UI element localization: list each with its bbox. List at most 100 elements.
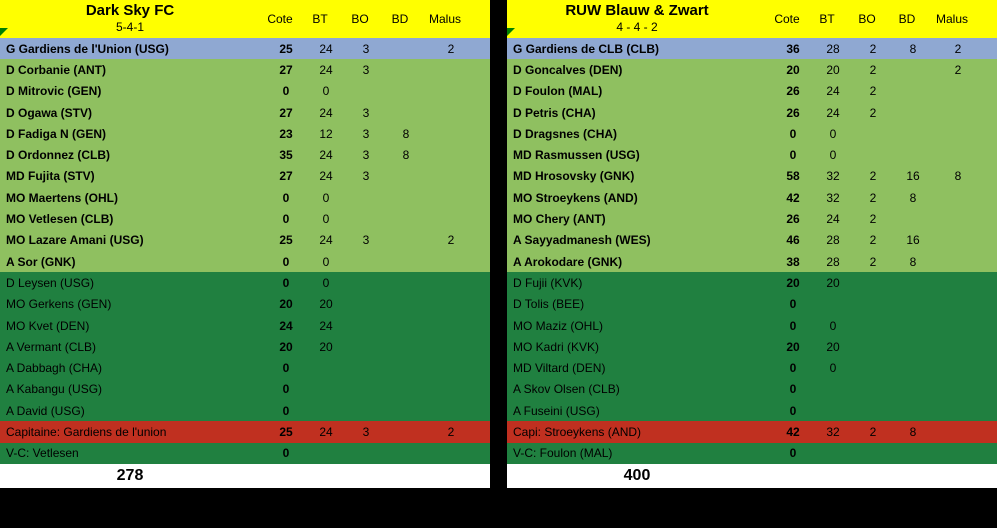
bd-cell: 8 — [893, 255, 933, 269]
bt-cell: 0 — [813, 148, 853, 162]
bt-cell: 24 — [306, 169, 346, 183]
player-label: D Ogawa (STV) — [0, 106, 266, 120]
bo-cell: 2 — [853, 42, 893, 56]
malus-cell: 2 — [426, 233, 476, 247]
cote-cell: 0 — [773, 404, 813, 418]
col-bo: BO — [847, 12, 887, 26]
cote-cell: 46 — [773, 233, 813, 247]
bo-cell: 2 — [853, 63, 893, 77]
cote-cell: 25 — [266, 425, 306, 439]
cote-cell: 20 — [266, 297, 306, 311]
bo-cell: 2 — [853, 255, 893, 269]
player-label: V-C: Vetlesen — [0, 446, 266, 460]
bt-cell: 20 — [813, 340, 853, 354]
cote-cell: 58 — [773, 169, 813, 183]
bt-cell: 0 — [813, 127, 853, 141]
player-row: G Gardiens de l'Union (USG) 25 24 3 2 — [0, 38, 490, 59]
bd-cell: 8 — [893, 42, 933, 56]
bo-cell: 3 — [346, 169, 386, 183]
bt-cell: 0 — [306, 212, 346, 226]
cote-cell: 0 — [773, 297, 813, 311]
bo-cell: 2 — [853, 106, 893, 120]
player-label: MD Viltard (DEN) — [507, 361, 773, 375]
player-row: D Leysen (USG) 0 0 — [0, 272, 490, 293]
cote-cell: 36 — [773, 42, 813, 56]
player-row: A Kabangu (USG) 0 — [0, 379, 490, 400]
cote-cell: 26 — [773, 106, 813, 120]
malus-cell: 8 — [933, 169, 983, 183]
team-left: Dark Sky FC 5-4-1 CoteBTBOBDMalus G Gard… — [0, 0, 490, 528]
bt-cell: 32 — [813, 169, 853, 183]
bt-cell: 24 — [306, 63, 346, 77]
bo-cell: 2 — [853, 169, 893, 183]
col-bd: BD — [887, 12, 927, 26]
player-label: A Vermant (CLB) — [0, 340, 266, 354]
cote-cell: 20 — [773, 276, 813, 290]
player-label: G Gardiens de l'Union (USG) — [0, 42, 266, 56]
col-bd: BD — [380, 12, 420, 26]
bt-cell: 24 — [306, 106, 346, 120]
cote-cell: 0 — [266, 361, 306, 375]
player-label: MD Hrosovsky (GNK) — [507, 169, 773, 183]
player-row: A Dabbagh (CHA) 0 — [0, 357, 490, 378]
col-bt: BT — [300, 12, 340, 26]
player-label: A David (USG) — [0, 404, 266, 418]
cote-cell: 38 — [773, 255, 813, 269]
bt-cell: 24 — [306, 233, 346, 247]
player-label: A Skov Olsen (CLB) — [507, 382, 773, 396]
cote-cell: 27 — [266, 169, 306, 183]
player-row: D Tolis (BEE) 0 — [507, 294, 997, 315]
team-header: Dark Sky FC 5-4-1 CoteBTBOBDMalus — [0, 0, 490, 38]
player-label: MD Fujita (STV) — [0, 169, 266, 183]
bo-cell: 3 — [346, 148, 386, 162]
cote-cell: 0 — [773, 148, 813, 162]
cote-cell: 26 — [773, 84, 813, 98]
cote-cell: 20 — [773, 340, 813, 354]
player-label: D Fujii (KVK) — [507, 276, 773, 290]
player-row: MO Kvet (DEN) 24 24 — [0, 315, 490, 336]
player-row: V-C: Foulon (MAL) 0 — [507, 443, 997, 464]
cote-cell: 27 — [266, 106, 306, 120]
player-row: MO Chery (ANT) 26 24 2 — [507, 208, 997, 229]
bt-cell: 32 — [813, 425, 853, 439]
total-value: 400 — [507, 467, 767, 485]
player-row: MO Kadri (KVK) 20 20 — [507, 336, 997, 357]
bd-cell: 8 — [386, 148, 426, 162]
cote-cell: 26 — [773, 212, 813, 226]
player-row: A Skov Olsen (CLB) 0 — [507, 379, 997, 400]
player-label: D Foulon (MAL) — [507, 84, 773, 98]
bd-cell: 16 — [893, 233, 933, 247]
player-row: MD Viltard (DEN) 0 0 — [507, 357, 997, 378]
player-label: V-C: Foulon (MAL) — [507, 446, 773, 460]
bt-cell: 24 — [306, 319, 346, 333]
cote-cell: 42 — [773, 425, 813, 439]
bt-cell: 0 — [813, 361, 853, 375]
bt-cell: 0 — [306, 84, 346, 98]
player-label: A Kabangu (USG) — [0, 382, 266, 396]
player-row: A Fuseini (USG) 0 — [507, 400, 997, 421]
cote-cell: 0 — [266, 404, 306, 418]
bd-cell: 8 — [893, 425, 933, 439]
cote-cell: 0 — [266, 84, 306, 98]
cote-cell: 0 — [266, 382, 306, 396]
player-row: Capitaine: Gardiens de l'union 25 24 3 2 — [0, 421, 490, 442]
player-row: D Fadiga N (GEN) 23 12 3 8 — [0, 123, 490, 144]
bo-cell: 2 — [853, 212, 893, 226]
cote-cell: 0 — [266, 276, 306, 290]
player-label: D Corbanie (ANT) — [0, 63, 266, 77]
player-row: MD Rasmussen (USG) 0 0 — [507, 144, 997, 165]
player-label: MO Lazare Amani (USG) — [0, 233, 266, 247]
player-row: A Arokodare (GNK) 38 28 2 8 — [507, 251, 997, 272]
player-label: D Leysen (USG) — [0, 276, 266, 290]
bt-cell: 0 — [306, 191, 346, 205]
bo-cell: 3 — [346, 233, 386, 247]
cote-cell: 0 — [773, 127, 813, 141]
player-row: MD Fujita (STV) 27 24 3 — [0, 166, 490, 187]
team-name: Dark Sky FC — [0, 2, 260, 19]
bo-cell: 2 — [853, 233, 893, 247]
bt-cell: 32 — [813, 191, 853, 205]
player-row: D Mitrovic (GEN) 0 0 — [0, 81, 490, 102]
player-row: D Dragsnes (CHA) 0 0 — [507, 123, 997, 144]
bo-cell: 3 — [346, 63, 386, 77]
player-label: D Petris (CHA) — [507, 106, 773, 120]
